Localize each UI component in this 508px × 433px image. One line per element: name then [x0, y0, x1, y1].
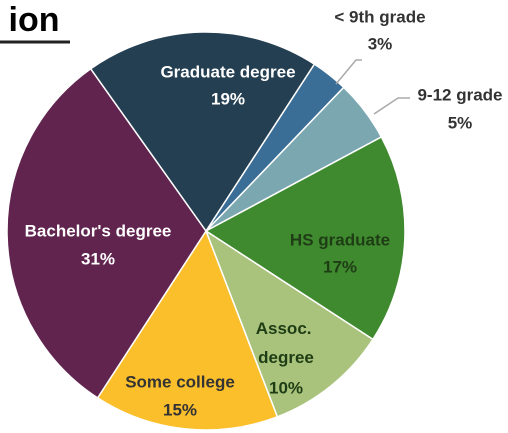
pie-slice [6, 67, 207, 399]
chart-title: ion [9, 1, 60, 39]
value-label: 19% [211, 89, 245, 108]
value-label: 31% [81, 249, 115, 268]
category-label: Bachelor's degree [25, 221, 172, 240]
pie-slice [204, 135, 406, 341]
category-line: degree [258, 348, 314, 367]
category-label: < 9th grade [334, 7, 425, 26]
leader-line [373, 97, 410, 115]
pie-slice [204, 229, 374, 418]
category-label: HS graduate [290, 230, 390, 249]
pie-slice [96, 229, 279, 431]
category-label: 9-12 grade [417, 85, 502, 104]
leader-line [335, 59, 362, 85]
category-line: Assoc. [256, 319, 316, 338]
category-label: Some college [125, 372, 235, 391]
category-label: Assoc. degree [256, 319, 316, 367]
category-label: Graduate degree [160, 62, 295, 81]
value-label: 10% [269, 378, 303, 397]
value-label: 15% [163, 400, 197, 419]
value-label: 3% [368, 34, 393, 53]
value-label: 17% [323, 257, 357, 276]
pie-slice [89, 31, 316, 233]
value-label: 5% [448, 113, 473, 132]
